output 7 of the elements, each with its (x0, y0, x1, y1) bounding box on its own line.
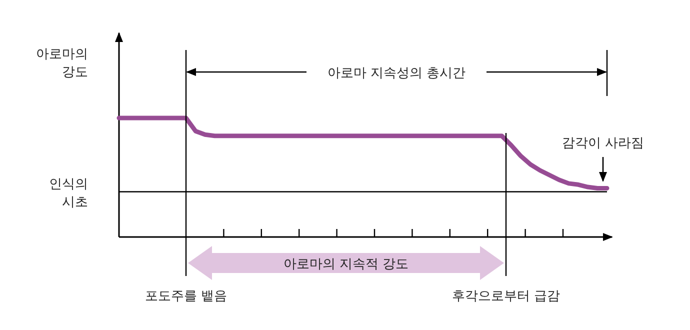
text: 후각으로부터 급감 (452, 289, 560, 304)
annotation: 감각이 사라짐 (562, 136, 644, 151)
ref-line-label: 인식의 시초 (49, 176, 88, 210)
text: 아로마 지속성의 총시간 (327, 66, 466, 81)
text: 포도주를 뱉음 (144, 289, 228, 304)
y-axis-title: 아로마의 강도 (36, 47, 88, 80)
text: 아로마의 지속적 강도 (283, 257, 409, 272)
